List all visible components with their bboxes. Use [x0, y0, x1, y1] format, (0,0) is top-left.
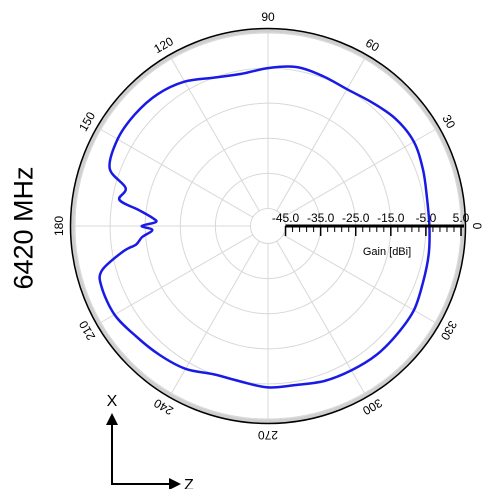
grid-spoke	[282, 234, 436, 323]
grid-spoke	[171, 240, 260, 394]
angle-tick-label: 180	[52, 216, 66, 236]
z-axis-label: Z	[184, 477, 194, 489]
grid-spoke	[276, 58, 365, 212]
angle-tick-label: 60	[363, 36, 382, 55]
z-axis-arrowhead	[169, 478, 181, 489]
radial-axis-title: Gain [dBi]	[363, 246, 411, 258]
angle-tick-label: 0	[470, 223, 483, 230]
angle-tick-label: 30	[439, 112, 458, 131]
radial-tick-label: 5.0	[453, 211, 470, 225]
grid-spoke	[100, 234, 254, 323]
radial-tick-label: -15.0	[377, 211, 405, 225]
gain-pattern-line	[98, 65, 431, 389]
grid-spoke	[100, 129, 254, 218]
grid-spoke	[171, 58, 260, 212]
angle-tick-label: 90	[261, 10, 275, 24]
radial-tick-label: -25.0	[342, 211, 370, 225]
radial-axis: -45.0 -35.0 -25.0 -15.0 -5.0 5.0	[272, 211, 470, 236]
x-axis-label: X	[107, 393, 118, 410]
grid-spoke	[282, 129, 436, 218]
gain-pattern-series	[98, 65, 431, 389]
radial-tick-label: -35.0	[307, 211, 335, 225]
radial-tick-label: -45.0	[272, 211, 300, 225]
grid-spoke	[276, 240, 365, 394]
radial-tick-label: -5.0	[416, 211, 437, 225]
coordinate-axes-indicator: X Z	[106, 393, 194, 489]
angle-tick-label: 270	[258, 428, 278, 442]
frequency-label: 6420 MHz	[8, 166, 39, 290]
outer-ring-border	[69, 27, 467, 425]
x-axis-arrowhead	[106, 413, 118, 425]
